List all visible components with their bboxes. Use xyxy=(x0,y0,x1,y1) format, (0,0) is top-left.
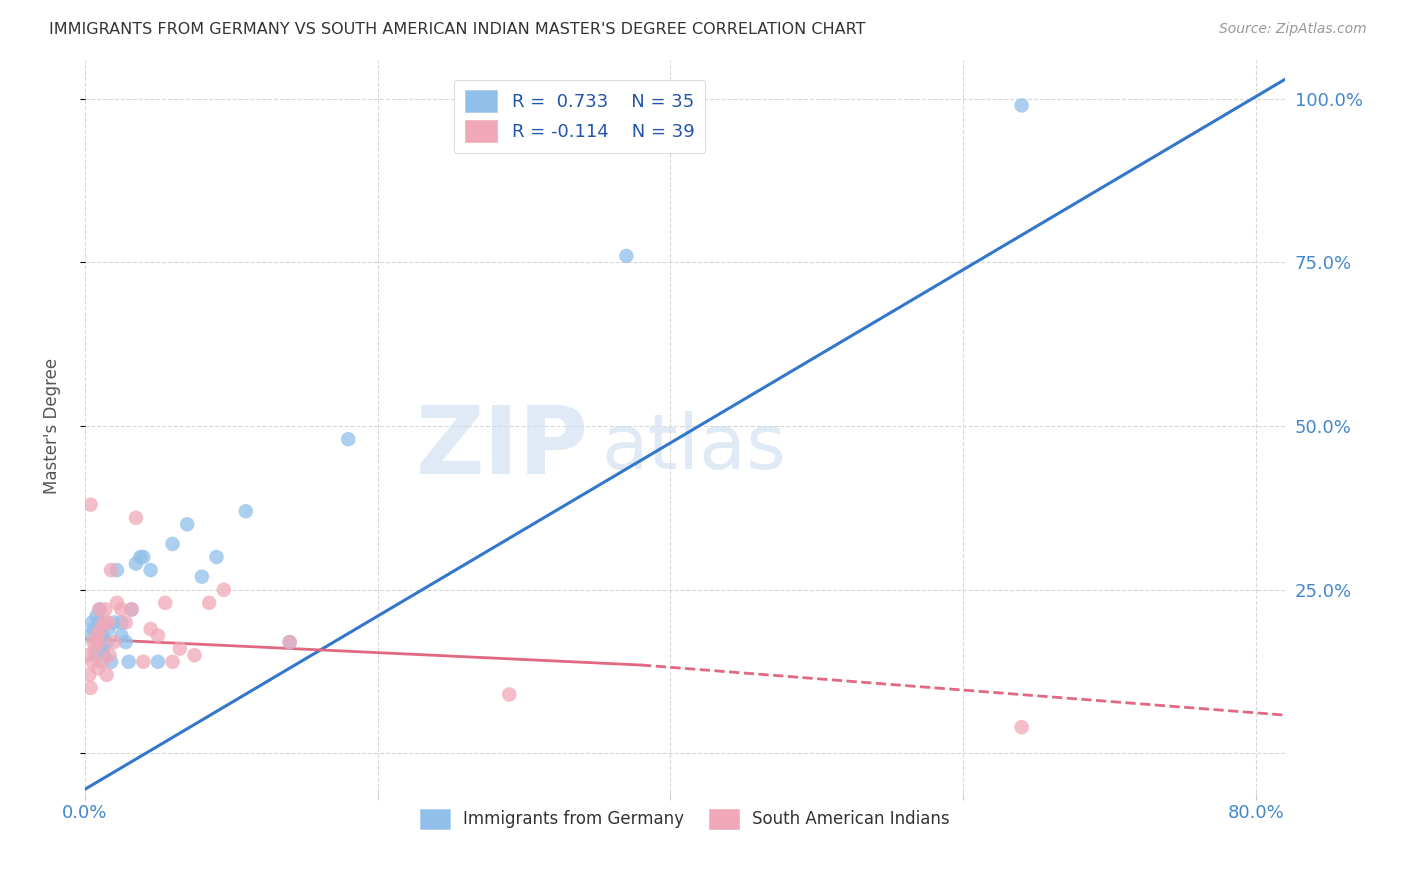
Point xyxy=(86,609,108,624)
Point xyxy=(84,641,107,656)
Point xyxy=(79,681,101,695)
Text: IMMIGRANTS FROM GERMANY VS SOUTH AMERICAN INDIAN MASTER'S DEGREE CORRELATION CHA: IMMIGRANTS FROM GERMANY VS SOUTH AMERICA… xyxy=(49,22,866,37)
Point xyxy=(91,629,114,643)
Point xyxy=(87,635,110,649)
Point xyxy=(498,688,520,702)
Point xyxy=(77,629,100,643)
Point xyxy=(132,655,155,669)
Text: atlas: atlas xyxy=(600,411,786,485)
Point xyxy=(129,549,152,564)
Point xyxy=(98,648,121,663)
Point xyxy=(139,563,162,577)
Point xyxy=(91,641,114,656)
Point xyxy=(105,563,128,577)
Point xyxy=(94,602,117,616)
Point xyxy=(121,602,143,616)
Text: ZIP: ZIP xyxy=(416,402,589,494)
Point xyxy=(191,569,214,583)
Point xyxy=(93,615,115,630)
Point xyxy=(212,582,235,597)
Point xyxy=(110,602,132,616)
Point xyxy=(169,641,191,656)
Point xyxy=(90,622,112,636)
Point xyxy=(110,629,132,643)
Point xyxy=(103,635,125,649)
Point xyxy=(83,622,105,636)
Point xyxy=(76,648,98,663)
Point xyxy=(125,557,148,571)
Point xyxy=(91,655,114,669)
Point xyxy=(1011,720,1033,734)
Point xyxy=(84,648,107,663)
Point xyxy=(100,563,122,577)
Text: Source: ZipAtlas.com: Source: ZipAtlas.com xyxy=(1219,22,1367,37)
Point xyxy=(125,510,148,524)
Point xyxy=(278,635,301,649)
Point xyxy=(114,635,136,649)
Point xyxy=(79,498,101,512)
Point xyxy=(89,602,111,616)
Legend: Immigrants from Germany, South American Indians: Immigrants from Germany, South American … xyxy=(413,802,956,836)
Point xyxy=(278,635,301,649)
Point xyxy=(155,596,177,610)
Point xyxy=(87,661,110,675)
Point xyxy=(183,648,205,663)
Point xyxy=(337,432,360,446)
Point xyxy=(118,655,141,669)
Point xyxy=(96,635,118,649)
Point xyxy=(80,615,103,630)
Point xyxy=(146,655,169,669)
Point xyxy=(77,668,100,682)
Point xyxy=(83,635,105,649)
Point xyxy=(132,549,155,564)
Y-axis label: Master's Degree: Master's Degree xyxy=(44,358,60,494)
Point xyxy=(616,249,638,263)
Point xyxy=(176,517,198,532)
Point xyxy=(139,622,162,636)
Point xyxy=(110,615,132,630)
Point xyxy=(80,655,103,669)
Point xyxy=(114,615,136,630)
Point xyxy=(89,602,111,616)
Point xyxy=(89,635,111,649)
Point xyxy=(97,622,120,636)
Point xyxy=(146,629,169,643)
Point xyxy=(93,648,115,663)
Point xyxy=(235,504,257,518)
Point xyxy=(103,615,125,630)
Point xyxy=(162,655,184,669)
Point xyxy=(89,615,111,630)
Point xyxy=(205,549,228,564)
Point xyxy=(121,602,143,616)
Point xyxy=(100,655,122,669)
Point xyxy=(162,537,184,551)
Point xyxy=(105,596,128,610)
Point xyxy=(198,596,221,610)
Point xyxy=(86,629,108,643)
Point xyxy=(1011,98,1033,112)
Point xyxy=(97,615,120,630)
Point xyxy=(96,668,118,682)
